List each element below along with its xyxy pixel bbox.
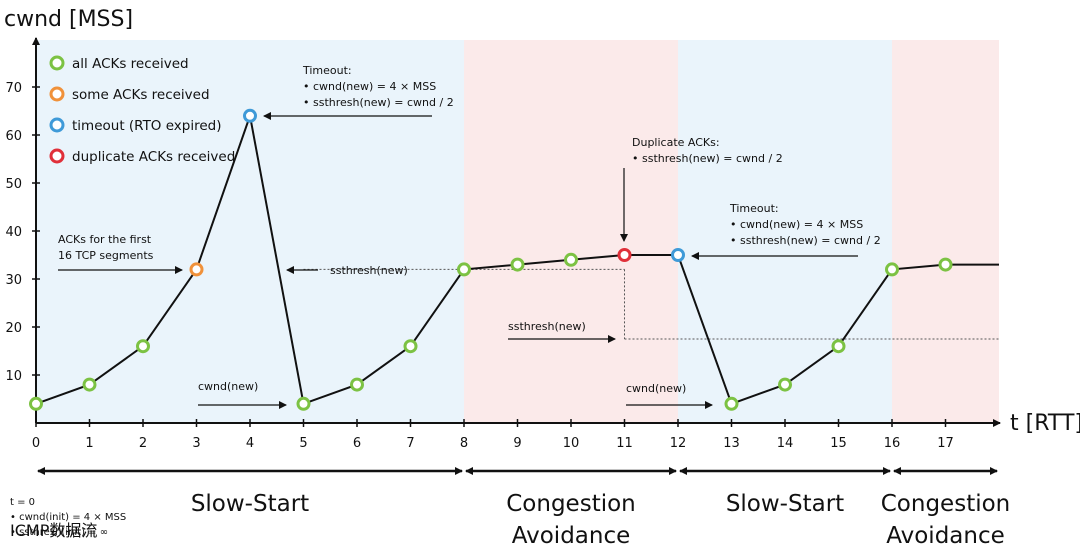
annotation-5-line-1: Duplicate ACKs: xyxy=(632,136,720,149)
x-tick-label-4: 4 xyxy=(246,436,254,451)
y-tick-label-30: 30 xyxy=(5,273,22,288)
data-point-16 xyxy=(885,262,899,277)
phase-label-2-line-2: Avoidance xyxy=(512,523,631,549)
y-tick-label-40: 40 xyxy=(5,225,22,240)
data-point-11 xyxy=(617,248,632,262)
annotation-7: ssthresh(new) xyxy=(508,320,616,343)
x-tick-label-2: 2 xyxy=(139,436,147,451)
footnote: t = 0 • cwnd(init) = 4 × MSS • ssthresh(in… xyxy=(10,497,126,540)
x-axis-label: t [RTT] xyxy=(1010,411,1080,436)
data-point-13 xyxy=(724,396,739,411)
data-point-10 xyxy=(564,252,578,267)
x-tick-label-8: 8 xyxy=(460,436,468,451)
y-tick-label-50: 50 xyxy=(5,177,22,192)
annotation-6-line-2: • cwnd(new) = 4 × MSS xyxy=(730,218,863,231)
legend-marker-duplicate xyxy=(49,148,65,164)
data-point-17 xyxy=(938,257,953,272)
legend-label-timeout: timeout (RTO expired) xyxy=(72,118,222,134)
phase-backgrounds xyxy=(36,40,999,423)
annotation-6: Timeout: • cwnd(new) = 4 × MSS • ssthresh(… xyxy=(691,202,881,260)
data-point-8 xyxy=(457,262,471,277)
annotation-8-line-1: cwnd(new) xyxy=(626,382,686,395)
annotation-7-line-1: ssthresh(new) xyxy=(508,320,586,333)
y-tick-label-20: 20 xyxy=(5,321,22,336)
x-tick-label-9: 9 xyxy=(513,436,521,451)
annotation-3: ssthresh(new) xyxy=(286,264,408,277)
x-tick-label-3: 3 xyxy=(192,436,200,451)
data-point-4 xyxy=(243,108,257,123)
x-tick-label-0: 0 xyxy=(32,436,40,451)
data-point-0 xyxy=(29,396,43,411)
legend-marker-all xyxy=(49,55,65,71)
legend-marker-some xyxy=(49,86,65,102)
y-axis-label: cwnd [MSS] xyxy=(4,7,133,32)
legend-label-duplicate: duplicate ACKs received xyxy=(72,149,235,165)
x-tick-label-13: 13 xyxy=(723,436,740,451)
x-tick-label-1: 1 xyxy=(85,436,93,451)
phase-background-4 xyxy=(892,40,999,423)
annotations: Timeout: • cwnd(new) = 4 × MSS • ssthresh(… xyxy=(58,64,881,409)
x-tick-label-17: 17 xyxy=(937,436,954,451)
legend: all ACKs received some ACKs received timeo… xyxy=(49,55,235,165)
phase-label-3-line-1: Slow-Start xyxy=(726,491,844,517)
watermark: ICMP数据流 xyxy=(10,521,97,540)
annotation-4: cwnd(new) xyxy=(198,380,287,409)
phase-labels: Slow-Start Congestion Avoidance Slow-Start C… xyxy=(37,467,1011,549)
footnote-line-2: • cwnd(init) = 4 × MSS xyxy=(10,512,126,523)
y-tick-label-70: 70 xyxy=(5,81,22,96)
x-tick-label-12: 12 xyxy=(670,436,687,451)
data-point-1 xyxy=(82,377,97,392)
x-tick-label-6: 6 xyxy=(353,436,361,451)
phase-label-1-line-1: Slow-Start xyxy=(191,491,309,517)
data-point-12 xyxy=(671,248,685,262)
phase-background-3 xyxy=(678,40,892,423)
x-tick-label-11: 11 xyxy=(616,436,633,451)
y-tick-label-10: 10 xyxy=(5,369,22,384)
annotation-5-line-2: • ssthresh(new) = cwnd / 2 xyxy=(632,152,783,165)
data-point-15 xyxy=(831,339,846,354)
x-tick-label-7: 7 xyxy=(406,436,414,451)
footnote-line-1: t = 0 xyxy=(10,497,35,508)
annotation-1: Timeout: • cwnd(new) = 4 × MSS • ssthresh(… xyxy=(263,64,454,120)
annotation-1-line-3: • ssthresh(new) = cwnd / 2 xyxy=(303,96,454,109)
legend-label-all: all ACKs received xyxy=(72,56,189,72)
data-point-7 xyxy=(403,339,418,354)
data-point-2 xyxy=(136,339,150,354)
annotation-5: Duplicate ACKs: • ssthresh(new) = cwnd / … xyxy=(620,136,783,242)
annotation-2: ACKs for the first 16 TCP segments xyxy=(58,233,183,274)
data-point-5 xyxy=(296,396,311,411)
data-point-9 xyxy=(510,257,525,272)
y-tick-label-60: 60 xyxy=(5,129,22,144)
legend-marker-timeout xyxy=(49,117,65,133)
cwnd-markers xyxy=(29,108,953,411)
annotation-6-line-3: • ssthresh(new) = cwnd / 2 xyxy=(730,234,881,247)
annotation-4-line-1: cwnd(new) xyxy=(198,380,258,393)
phase-label-4-line-2: Avoidance xyxy=(886,523,1005,549)
data-point-6 xyxy=(350,377,364,392)
annotation-8: cwnd(new) xyxy=(626,382,713,409)
phase-label-4-line-1: Congestion xyxy=(881,491,1011,517)
annotation-1-line-1: Timeout: xyxy=(302,64,352,77)
annotation-1-line-2: • cwnd(new) = 4 × MSS xyxy=(303,80,436,93)
phase-label-2-line-1: Congestion xyxy=(506,491,636,517)
annotation-6-line-1: Timeout: xyxy=(729,202,779,215)
annotation-3-line-1: ssthresh(new) xyxy=(330,264,408,277)
data-point-14 xyxy=(778,377,792,392)
phase-background-2 xyxy=(464,40,678,423)
x-tick-label-15: 15 xyxy=(830,436,847,451)
annotation-2-line-2: 16 TCP segments xyxy=(58,249,154,262)
footnote-line-3: • ssthresh(init) = ∞ xyxy=(10,527,108,538)
x-tick-label-16: 16 xyxy=(884,436,901,451)
legend-label-some: some ACKs received xyxy=(72,87,210,103)
x-tick-label-14: 14 xyxy=(777,436,794,451)
x-tick-label-5: 5 xyxy=(299,436,307,451)
annotation-2-line-1: ACKs for the first xyxy=(58,233,152,246)
axes: cwnd [MSS]t [RTT]0 1 2 3 4 5 6 7 8 9 10 11 12 13 14 15 1… xyxy=(4,7,1080,451)
x-tick-label-10: 10 xyxy=(563,436,580,451)
data-point-3 xyxy=(189,262,204,277)
